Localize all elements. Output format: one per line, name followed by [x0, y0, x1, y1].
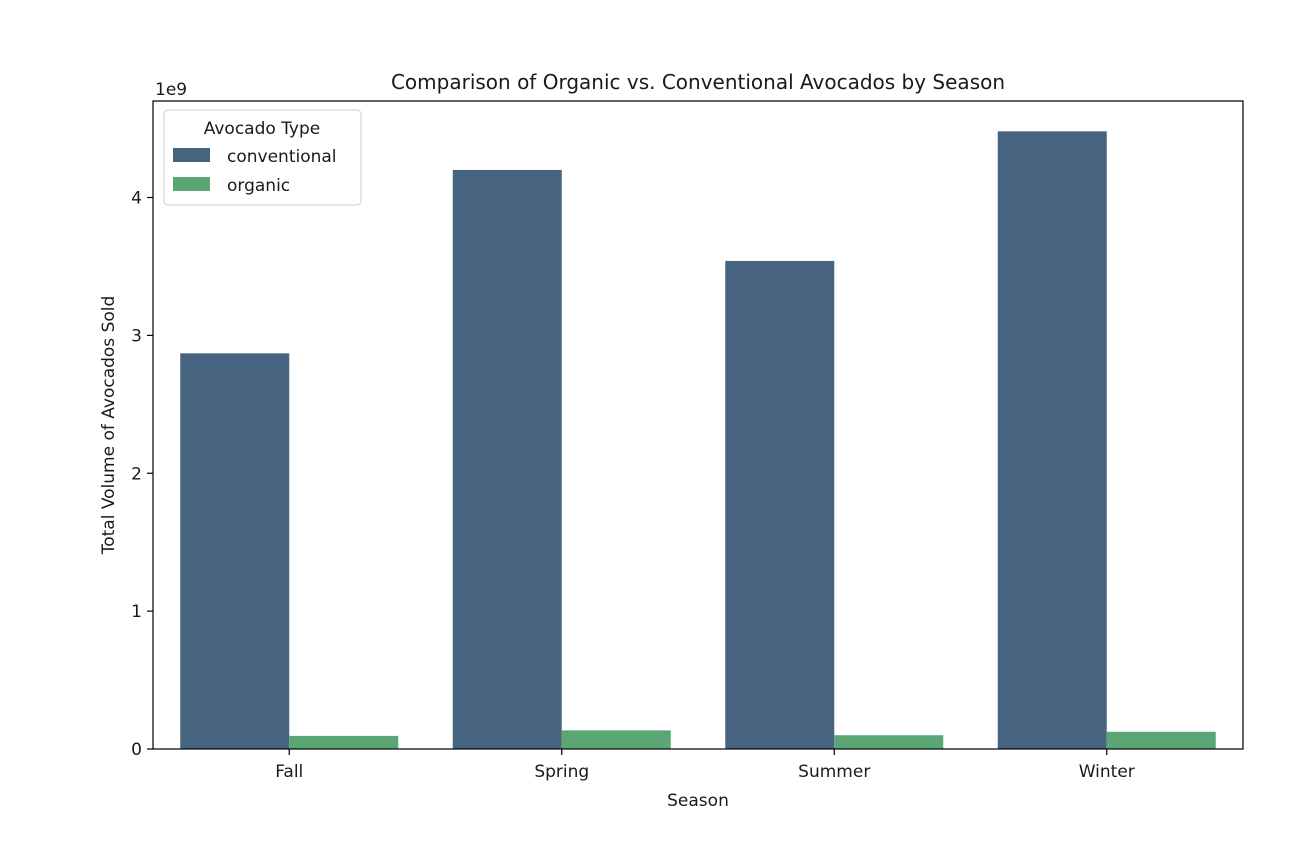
x-tick-label: Winter	[1079, 762, 1135, 782]
bar-conventional-fall	[180, 353, 290, 749]
x-axis-label: Season	[667, 791, 729, 811]
x-axis-ticks: Fall Spring Summer Winter	[275, 749, 1135, 782]
y-tick-label: 0	[131, 740, 142, 760]
bar-organic-winter	[1106, 731, 1216, 749]
bar-conventional-winter	[997, 131, 1107, 749]
y-axis-ticks: 0 1 2 3 4	[131, 189, 153, 760]
bar-conventional-spring	[452, 169, 562, 750]
x-tick-label: Spring	[534, 762, 589, 782]
y-axis-label: Total Volume of Avocados Sold	[99, 296, 119, 556]
bar-organic-spring	[561, 730, 671, 749]
y-axis-offset-text: 1e9	[155, 80, 187, 100]
plot-frame	[152, 100, 1244, 750]
bar-organic-summer	[834, 735, 944, 749]
chart-title: Comparison of Organic vs. Conventional A…	[391, 70, 1005, 94]
legend-swatch-conventional	[173, 148, 210, 162]
legend-box	[163, 109, 362, 206]
y-tick-label: 2	[131, 464, 142, 484]
x-tick-label: Summer	[798, 762, 870, 782]
legend-title: Avocado Type	[204, 119, 321, 139]
y-tick-label: 1	[131, 602, 142, 622]
legend-swatch-organic	[173, 177, 210, 191]
bar-conventional-summer	[725, 260, 835, 749]
bars-group	[180, 131, 1216, 750]
x-tick-label: Fall	[275, 762, 303, 782]
legend: Avocado Type conventional organic	[163, 109, 362, 206]
y-tick-label: 3	[131, 326, 142, 346]
y-tick-label: 4	[131, 189, 142, 209]
bar-organic-fall	[289, 735, 399, 749]
legend-label-organic: organic	[227, 176, 290, 196]
legend-label-conventional: conventional	[227, 147, 337, 167]
